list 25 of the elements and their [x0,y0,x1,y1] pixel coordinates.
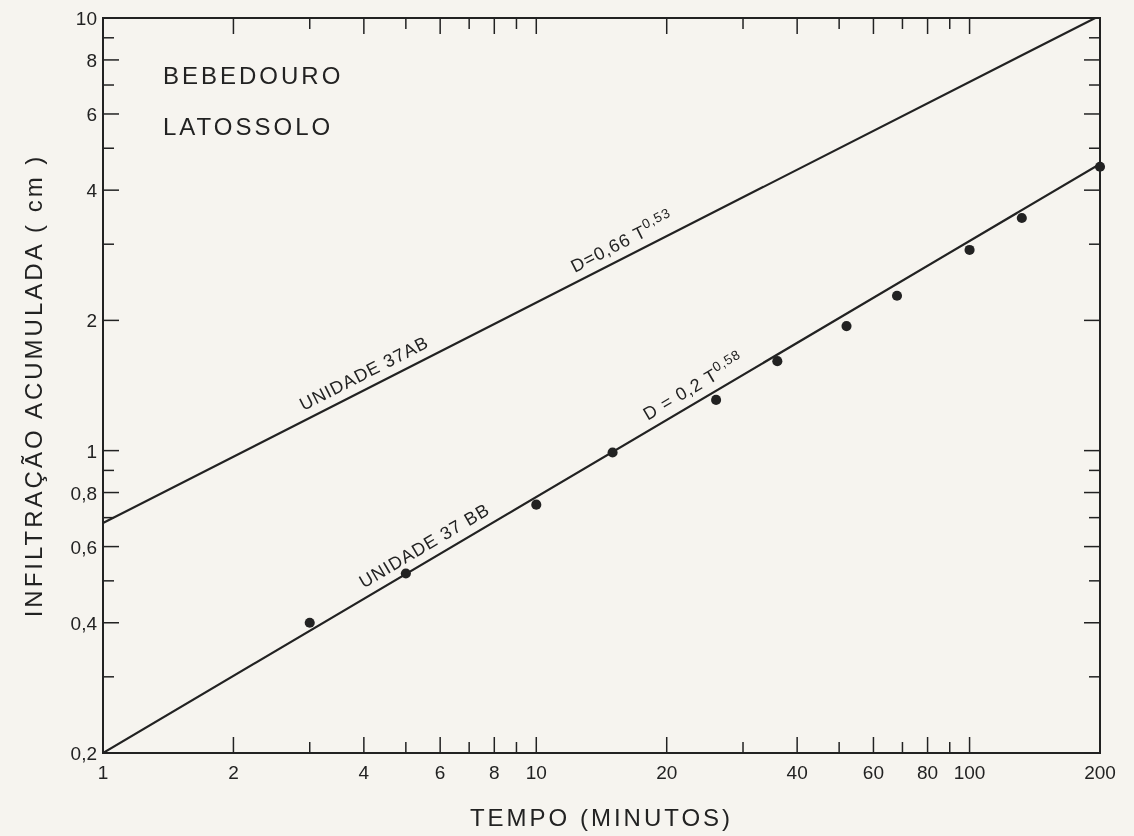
y-axis-title: INFILTRAÇÃO ACUMULADA ( cm ) [20,153,47,618]
y-tick-label: 2 [86,310,97,332]
text: LATOSSOLO [163,113,334,140]
x-tick-label: 6 [434,762,446,783]
x-tick-label: 2 [228,762,239,783]
x-tick-label: 80 [917,762,939,783]
y-tick-label: 0,6 [70,536,97,558]
x-tick-label: 8 [489,762,500,783]
y-tick-label: 10 [75,8,97,29]
y-tick-label: 1 [86,440,97,462]
x-tick-label: 4 [358,762,370,783]
y-tick-label: 8 [86,49,97,71]
y-tick-label: 0,4 [70,612,98,634]
x-tick-label: 60 [862,762,885,783]
y-tick-label: 6 [86,103,97,125]
y-tick-label: 0,8 [70,482,97,504]
text: BEBEDOURO [163,62,344,89]
y-tick-label: 0,2 [70,743,97,764]
y-tick-label: 4 [86,180,98,202]
x-tick-label: 200 [1084,762,1116,783]
x-tick-label: 10 [525,762,547,783]
x-axis-title: TEMPO (MINUTOS) [469,804,734,831]
x-tick-label: 20 [656,762,678,783]
x-tick-label: 100 [953,762,986,783]
x-tick-label: 40 [786,762,808,783]
